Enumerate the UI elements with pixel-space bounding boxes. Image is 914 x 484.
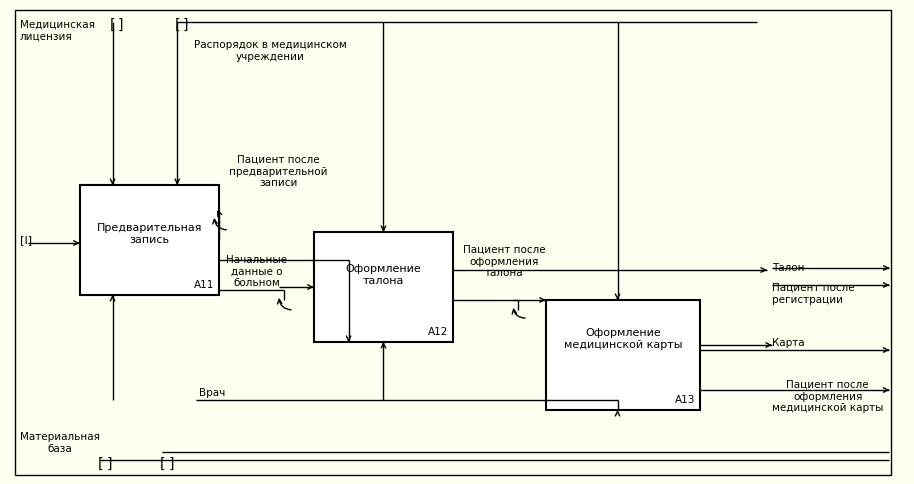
Text: лицензия: лицензия: [20, 32, 73, 42]
Text: ]: ]: [168, 457, 174, 471]
Text: Распорядок в медицинском
учреждении: Распорядок в медицинском учреждении: [194, 40, 347, 61]
Text: Пациент после
оформления
талона: Пациент после оформления талона: [463, 245, 546, 278]
Text: регистрации: регистрации: [772, 295, 843, 305]
Text: Пациент после: Пациент после: [772, 283, 855, 293]
Text: Талон: Талон: [772, 263, 804, 273]
Text: [: [: [175, 18, 180, 32]
Text: Медицинская: Медицинская: [20, 20, 95, 30]
Text: Пациент после
оформления
медицинской карты: Пациент после оформления медицинской кар…: [772, 380, 883, 413]
Text: Предварительная
запись: Предварительная запись: [97, 223, 202, 244]
Bar: [314, 232, 453, 342]
Text: ]: ]: [118, 18, 123, 32]
Text: [: [: [159, 457, 165, 471]
Text: Оформление
медицинской карты: Оформление медицинской карты: [564, 328, 682, 349]
Text: [: [: [110, 18, 115, 32]
Text: Материальная
база: Материальная база: [20, 432, 100, 454]
Text: ]: ]: [107, 457, 112, 471]
Text: A13: A13: [675, 395, 696, 405]
Text: [I]: [I]: [20, 235, 32, 245]
Text: A12: A12: [428, 327, 448, 337]
Bar: [80, 185, 219, 295]
Bar: [546, 300, 700, 410]
Text: Врач: Врач: [199, 388, 226, 398]
Text: Начальные
данные о
больном: Начальные данные о больном: [226, 255, 287, 288]
Text: ]: ]: [182, 18, 187, 32]
Text: Пациент после
предварительной
записи: Пациент после предварительной записи: [229, 155, 327, 188]
Text: Оформление
талона: Оформление талона: [345, 264, 421, 286]
Text: Карта: Карта: [772, 338, 804, 348]
Text: A11: A11: [194, 280, 214, 290]
Text: [: [: [98, 457, 103, 471]
